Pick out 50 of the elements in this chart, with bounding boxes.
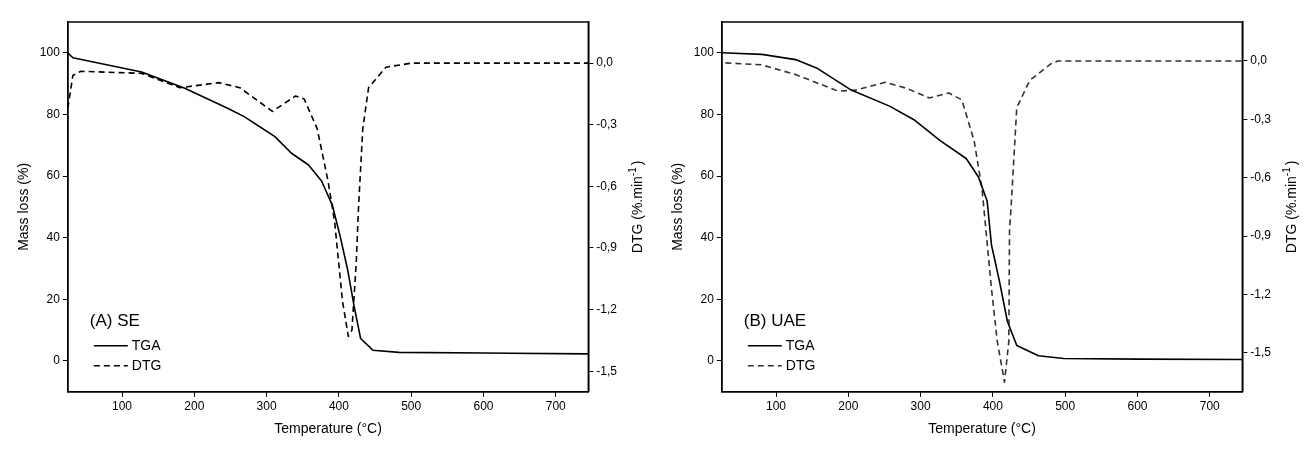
x-tick-label: 100	[766, 399, 787, 414]
y-tick-label: 100	[39, 45, 61, 60]
y-tick-label: 80	[700, 106, 715, 121]
x-tick-label: 500	[401, 399, 422, 414]
x-tick-label: 400	[328, 399, 350, 414]
legend-title: (B) UAE	[743, 311, 807, 331]
x-tick-label: 200	[184, 399, 205, 414]
y2-tick-label: 0,0	[596, 55, 614, 70]
y-tick-label: 60	[46, 168, 61, 183]
y-tick-label: 40	[700, 230, 715, 245]
x-tick-label: 600	[1127, 399, 1148, 414]
y-axis-title: Mass loss (%)	[15, 162, 32, 251]
y-tick-label: 20	[46, 291, 61, 306]
legend-label: TGA	[785, 336, 816, 353]
y2-axis-title: DTG (%.min-1)	[626, 160, 645, 254]
x-tick-label: 500	[1055, 399, 1076, 414]
y-tick-label: 20	[700, 291, 715, 306]
y2-tick-label: -1,2	[596, 301, 618, 316]
y2-tick-label: -0,3	[596, 117, 618, 132]
y2-tick-label: -1,2	[1250, 286, 1272, 301]
legend-label: DTG	[785, 356, 816, 373]
legend-title: (A) SE	[89, 311, 140, 331]
y2-axis-title: DTG (%.min-1)	[1280, 160, 1299, 254]
y-tick-label: 0	[53, 353, 61, 368]
x-tick-label: 400	[982, 399, 1004, 414]
y2-tick-label: -0,3	[1250, 111, 1272, 126]
x-tick-label: 700	[545, 399, 567, 414]
y-tick-label: 60	[700, 168, 715, 183]
y2-tick-label: -1,5	[1250, 345, 1272, 360]
y2-tick-label: -1,5	[596, 363, 618, 378]
x-tick-label: 200	[838, 399, 859, 414]
x-axis-title: Temperature (°C)	[274, 420, 382, 437]
x-axis-title: Temperature (°C)	[928, 420, 1036, 437]
y-tick-label: 40	[46, 230, 61, 245]
x-tick-label: 700	[1199, 399, 1221, 414]
x-tick-label: 300	[910, 399, 931, 414]
legend-label: TGA	[131, 336, 162, 353]
y-axis-title: Mass loss (%)	[669, 162, 686, 251]
legend-label: DTG	[131, 356, 162, 373]
y2-tick-label: -0,9	[596, 240, 618, 255]
y2-tick-label: -0,6	[1250, 170, 1272, 185]
x-tick-label: 100	[112, 399, 133, 414]
y2-tick-label: 0,0	[1250, 53, 1268, 68]
y-tick-label: 80	[46, 106, 61, 121]
x-tick-label: 600	[473, 399, 494, 414]
y2-tick-label: -0,6	[596, 178, 618, 193]
y-tick-label: 100	[693, 45, 715, 60]
x-tick-label: 300	[256, 399, 277, 414]
y-tick-label: 0	[707, 353, 715, 368]
y2-tick-label: -0,9	[1250, 228, 1272, 243]
